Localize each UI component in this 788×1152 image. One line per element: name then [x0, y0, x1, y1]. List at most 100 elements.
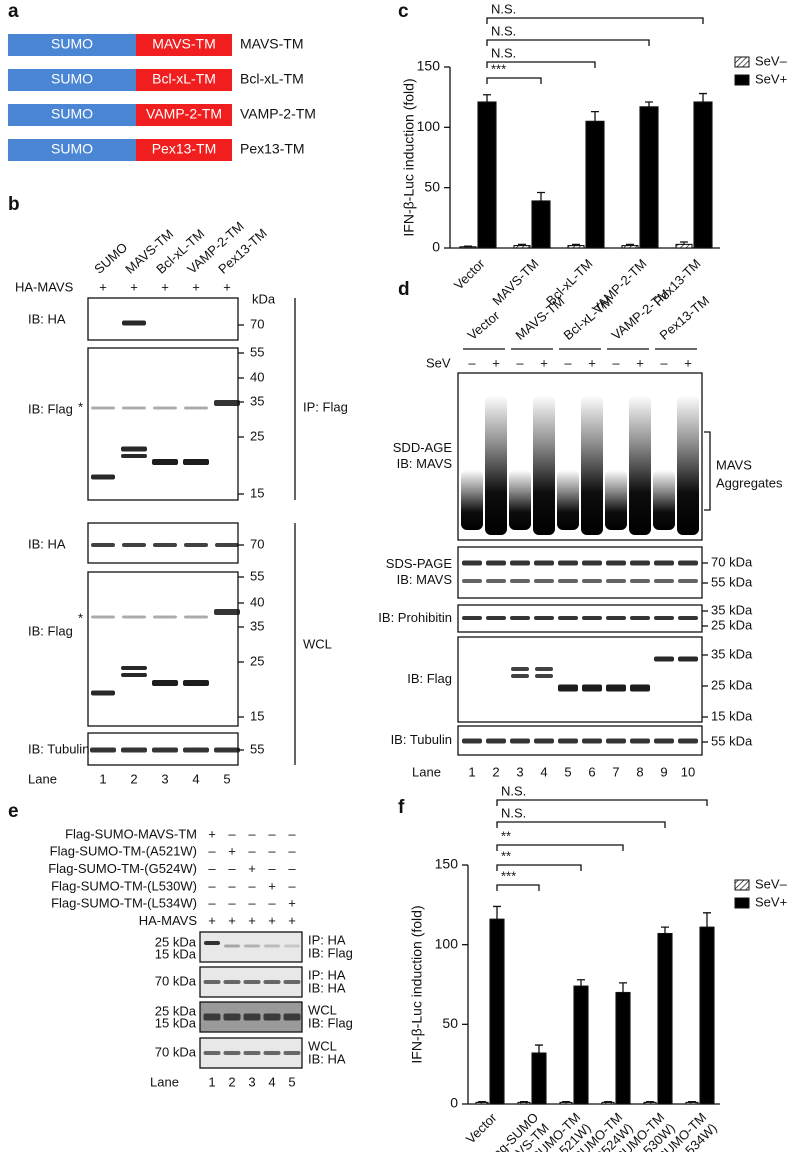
lane-number: 1	[99, 771, 106, 786]
construct-name: VAMP-2-TM	[240, 106, 316, 122]
blot-band	[184, 543, 208, 547]
blot-band	[283, 1013, 301, 1021]
lane-label: Lane	[28, 771, 57, 786]
blot-band	[606, 579, 626, 583]
blot-band	[630, 560, 650, 566]
sign: +	[588, 355, 596, 370]
blot-band	[582, 684, 602, 692]
blot-band	[214, 400, 240, 406]
legend-swatch	[734, 56, 750, 68]
blot-band	[203, 980, 221, 984]
aggregate-smear	[509, 470, 531, 530]
tm-domain	[136, 69, 232, 91]
blot-band	[184, 406, 208, 410]
blot-label: IB: Flag	[308, 1015, 353, 1030]
marker-label: 35 kDa	[711, 646, 753, 661]
blot-band	[678, 579, 698, 583]
blot-band	[678, 738, 698, 744]
significance-label: **	[501, 848, 511, 863]
panel-label: d	[398, 279, 410, 300]
bar	[513, 245, 531, 249]
blot-band	[153, 406, 177, 410]
aggregate-smear	[629, 395, 651, 535]
blot-label: IB: Flag	[308, 945, 353, 960]
blot-band	[263, 980, 281, 984]
blot-band	[510, 738, 530, 744]
blot-band	[122, 406, 146, 410]
significance-label: N.S.	[491, 23, 516, 38]
blot-band	[630, 616, 650, 620]
sign: –	[268, 861, 276, 876]
sign: –	[248, 878, 256, 893]
sign: –	[268, 896, 276, 911]
row-label: HA-MAVS	[15, 279, 74, 294]
y-axis-label: IFN-β-Luc induction (fold)	[409, 905, 425, 1063]
error-bar	[699, 92, 707, 102]
blot-band	[486, 560, 506, 566]
blot-band	[654, 656, 674, 662]
blot-band	[511, 667, 529, 671]
blot-band	[558, 616, 578, 620]
domain-label: SUMO	[51, 71, 93, 87]
blot-band	[153, 543, 177, 547]
bar	[639, 106, 659, 249]
sign: +	[228, 913, 236, 928]
sign: +	[492, 355, 500, 370]
sign: +	[248, 913, 256, 928]
blot-band	[582, 579, 602, 583]
sign: +	[223, 279, 231, 294]
blot-label: IB: Flag	[28, 623, 73, 638]
tm-domain	[136, 104, 232, 126]
blot-label: SDD-AGE	[393, 440, 453, 455]
blot-band	[283, 1051, 301, 1055]
aggregate-smear	[653, 470, 675, 530]
sign: –	[288, 861, 296, 876]
lane-number: 5	[223, 771, 230, 786]
significance-bracket	[496, 821, 666, 828]
marker-label: 70 kDa	[155, 973, 197, 988]
bar	[615, 991, 631, 1105]
sign: +	[636, 355, 644, 370]
legend-swatch	[734, 74, 750, 86]
marker-label: 35	[250, 618, 264, 633]
blot-band	[606, 616, 626, 620]
sign: –	[468, 355, 476, 370]
sign: –	[248, 896, 256, 911]
error-bar	[645, 101, 653, 107]
row-label: HA-MAVS	[139, 913, 198, 928]
blot-band	[630, 684, 650, 692]
blot-band	[183, 459, 209, 465]
blot-label: IB: Flag	[28, 401, 73, 416]
blot-band	[153, 615, 177, 619]
blot-label: IB: MAVS	[397, 572, 453, 587]
sign: +	[208, 826, 216, 841]
blot-band	[558, 684, 578, 692]
marker-label: 70	[250, 536, 264, 551]
group-label: IP: Flag	[303, 399, 348, 414]
bar	[475, 1101, 489, 1105]
marker-label: 25 kDa	[155, 1003, 197, 1018]
sign: –	[288, 826, 296, 841]
sign: +	[684, 355, 692, 370]
blot-label: IB: Tubulin	[28, 741, 89, 756]
significance-bracket	[496, 884, 540, 891]
marker-label: 55	[250, 568, 264, 583]
blot-band	[654, 579, 674, 583]
bar	[559, 1101, 573, 1105]
tm-domain	[136, 139, 232, 161]
blot-band	[462, 560, 482, 566]
marker-label: 35 kDa	[711, 602, 753, 617]
error-bar	[688, 1100, 696, 1103]
significance-bracket	[486, 61, 596, 68]
y-axis-label: IFN-β-Luc induction (fold)	[401, 78, 417, 236]
bar	[585, 120, 605, 249]
blot-band	[263, 1051, 281, 1055]
lane-label: Lane	[412, 764, 441, 779]
blot-band	[243, 1051, 261, 1055]
domain-label: SUMO	[51, 141, 93, 157]
bar	[693, 101, 713, 249]
blot-label: IB: Prohibitin	[378, 610, 452, 625]
unit-label: kDa	[252, 291, 276, 306]
bar	[699, 926, 715, 1105]
domain-label: VAMP-2-TM	[146, 106, 222, 122]
